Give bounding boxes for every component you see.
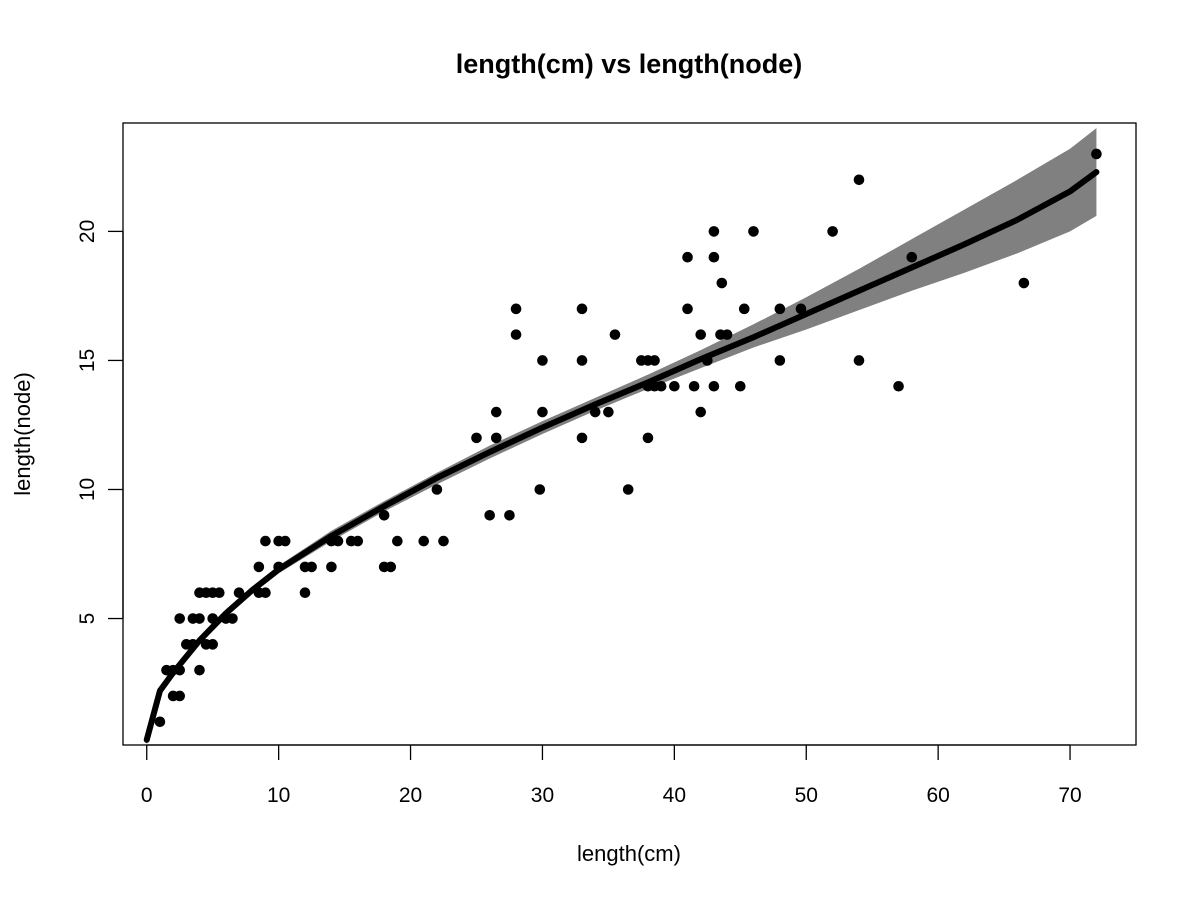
data-point	[534, 484, 546, 495]
data-point	[738, 303, 750, 315]
data-point	[1018, 277, 1030, 289]
x-tick-label: 40	[663, 784, 686, 807]
data-point	[702, 355, 713, 366]
data-point	[207, 639, 218, 650]
data-point	[748, 226, 759, 237]
data-point	[504, 509, 515, 521]
y-tick-label: 5	[76, 613, 99, 625]
data-point	[655, 380, 667, 392]
data-point	[642, 432, 654, 444]
data-point	[682, 251, 693, 263]
data-point	[893, 380, 904, 392]
data-point	[853, 355, 865, 366]
x-tick-label: 0	[141, 784, 153, 807]
data-point	[207, 613, 218, 624]
data-point	[695, 406, 707, 418]
y-axis-label: length(node)	[10, 372, 35, 496]
data-point	[385, 561, 397, 573]
data-point	[233, 587, 245, 599]
data-point	[174, 690, 186, 702]
data-point	[299, 587, 311, 599]
data-point	[490, 432, 502, 444]
data-point	[649, 355, 660, 366]
data-point	[174, 664, 186, 676]
data-point	[669, 380, 680, 392]
data-point	[326, 561, 337, 573]
x-tick-label: 20	[399, 784, 422, 807]
data-point	[418, 535, 430, 547]
data-point	[853, 174, 865, 186]
data-point	[260, 587, 271, 599]
data-point	[603, 406, 614, 418]
x-axis-label: length(cm)	[577, 841, 681, 866]
data-point	[622, 484, 634, 495]
data-point	[194, 664, 205, 676]
data-point	[187, 639, 199, 650]
fit-line-layer	[143, 169, 1100, 743]
data-point	[438, 535, 449, 547]
data-point	[213, 587, 225, 599]
data-point	[154, 716, 166, 728]
data-point	[576, 355, 588, 366]
data-point	[774, 355, 786, 366]
data-points-layer	[154, 148, 1102, 728]
data-point	[431, 484, 443, 495]
data-point	[795, 303, 807, 315]
x-tick-label: 30	[531, 784, 554, 807]
chart-title: length(cm) vs length(node)	[456, 49, 803, 79]
data-point	[827, 226, 838, 237]
data-point	[392, 535, 403, 547]
x-tick-label: 10	[267, 784, 290, 807]
data-point	[688, 380, 700, 392]
data-point	[576, 432, 588, 444]
data-point	[484, 509, 495, 521]
y-tick-label: 20	[76, 220, 99, 243]
data-point	[1091, 148, 1102, 160]
data-point	[227, 613, 238, 624]
data-point	[273, 561, 284, 573]
data-point	[682, 303, 693, 315]
data-point	[537, 355, 548, 366]
data-point	[260, 535, 271, 547]
data-point	[576, 303, 588, 315]
data-point	[906, 251, 918, 263]
data-point	[306, 561, 317, 573]
data-point	[537, 406, 548, 418]
data-point	[708, 380, 720, 392]
confidence-band-layer	[146, 128, 1097, 746]
data-point	[721, 329, 733, 340]
data-point	[490, 406, 502, 418]
data-point	[708, 226, 720, 237]
y-tick-label: 10	[76, 478, 99, 501]
data-point	[332, 535, 344, 547]
data-point	[510, 329, 522, 340]
x-tick-label: 60	[926, 784, 949, 807]
confidence-band	[146, 128, 1097, 746]
fit-line	[143, 169, 1100, 743]
data-point	[695, 329, 707, 340]
data-point	[471, 432, 482, 444]
data-point	[734, 380, 746, 392]
data-point	[352, 535, 364, 547]
data-point	[589, 406, 601, 418]
data-point	[774, 303, 786, 315]
x-axis: 0 10 20 30 40 50 60 70	[141, 744, 1082, 807]
data-point	[378, 509, 390, 521]
data-point	[708, 251, 720, 263]
data-point	[194, 613, 205, 624]
data-point	[174, 613, 186, 624]
data-point	[609, 329, 621, 340]
y-axis: 5 10 15 20	[76, 220, 124, 625]
data-point	[279, 535, 291, 547]
x-tick-label: 50	[795, 784, 818, 807]
data-point	[716, 277, 728, 289]
data-point	[510, 303, 522, 315]
y-tick-label: 15	[76, 349, 99, 372]
data-point	[253, 561, 265, 573]
x-tick-label: 70	[1058, 784, 1081, 807]
